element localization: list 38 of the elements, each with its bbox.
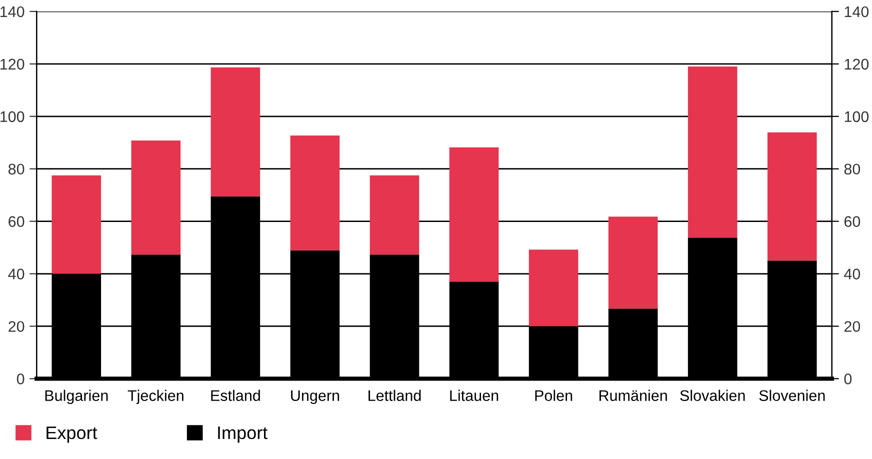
y-tick-label: 20 [8, 321, 24, 332]
x-tick-label: Litauen [450, 390, 498, 402]
bar [608, 216, 658, 309]
bar [131, 140, 181, 255]
y-tick-label: 60 [8, 216, 24, 227]
y2-tick-label: 40 [844, 268, 860, 280]
x-tick-label: Rumänien [600, 390, 667, 402]
x-tick-label: Polen [535, 390, 572, 402]
x-tick-label: Bulgarien [45, 390, 108, 404]
x-tick-label: Lettland [368, 390, 421, 402]
x-tick-label: Slovenien [759, 390, 825, 402]
y2-tick-label: 60 [844, 216, 860, 227]
bar [528, 250, 578, 326]
legend-label: Import [218, 426, 268, 443]
x-tick-label: Slovakien [680, 390, 745, 402]
y-tick-label: 40 [8, 268, 24, 280]
y-tick-label: 100 [0, 111, 24, 122]
y2-tick-label: 140 [844, 6, 869, 18]
y-tick-label: 140 [0, 6, 24, 18]
y2-tick-label: 0 [844, 374, 852, 384]
y2-tick-label: 120 [844, 58, 869, 70]
bar [52, 175, 102, 274]
y2-tick-label: 80 [844, 164, 860, 175]
y-tick-label: 0 [16, 374, 24, 384]
bar [290, 136, 340, 250]
bar [688, 66, 738, 238]
y2-tick-label: 20 [844, 321, 860, 332]
bar [370, 175, 420, 255]
legend-label: Export [46, 426, 98, 443]
bar [767, 132, 817, 261]
y-tick-label: 120 [0, 58, 24, 70]
x-tick-label: Tjeckien [128, 390, 184, 404]
y2-tick-label: 100 [844, 111, 869, 122]
bar [449, 147, 499, 282]
x-tick-label: Estland [211, 390, 260, 402]
x-tick-label: Ungern [291, 390, 340, 404]
y-tick-label: 80 [8, 164, 24, 175]
bar [210, 67, 260, 196]
